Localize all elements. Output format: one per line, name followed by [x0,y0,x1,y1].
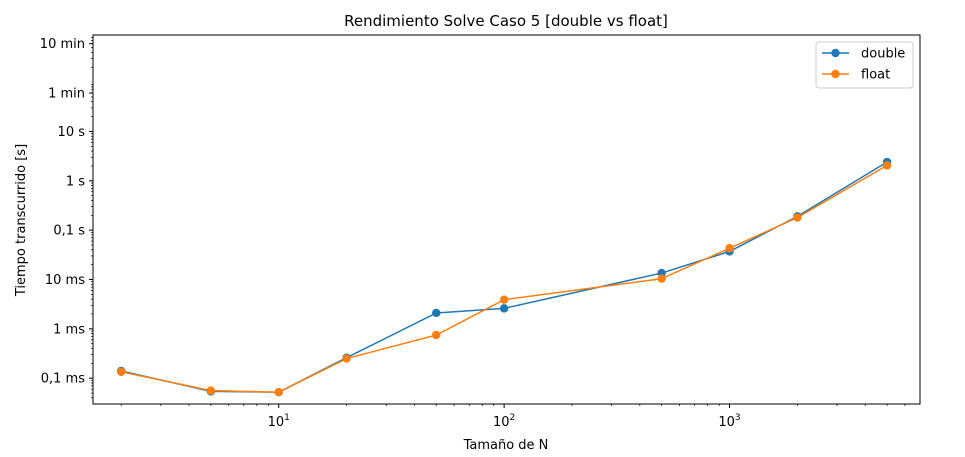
y-tick-label: 0,1 s [53,224,85,239]
legend-marker-float [831,69,840,79]
y-tick-label: 10 ms [45,273,85,288]
series-layer [116,157,892,397]
legend-marker-double [831,48,840,58]
x-axis-label: Tamaño de N [463,438,549,453]
legend-label-double: double [861,47,905,62]
plot-frame [92,34,921,405]
data-point-float [882,161,892,170]
legend: double float [815,41,914,89]
y-tick-label: 0,1 ms [41,372,85,387]
series-line-float [121,164,888,393]
data-point-float [342,354,351,363]
legend-label-float: float [861,68,890,83]
data-point-float [725,244,734,253]
data-point-float [116,367,126,376]
y-tick-label: 10 s [58,125,86,140]
x-tick-label: 101 [268,413,290,430]
data-point-float [432,330,441,340]
y-tick-label: 1 s [66,174,85,189]
data-point-float [499,295,509,304]
data-point-double [432,308,441,318]
x-tick-label: 102 [493,413,515,430]
data-point-float [206,386,216,395]
data-point-double [499,304,509,313]
y-tick-label: 1 ms [53,322,85,337]
x-tick-label: 103 [718,413,740,430]
x-axis: 101 102 103 [120,404,906,430]
y-tick-label: 1 min [48,87,85,102]
data-point-float [793,213,802,222]
y-axis: 0,1 ms 1 ms 10 ms 0,1 s 1 s 10 s 1 min 10 min [40,37,93,399]
data-point-float [274,388,283,397]
chart-title: Rendimiento Solve Caso 5 [double vs floa… [344,12,668,30]
series-line-double [120,161,888,393]
data-point-float [657,274,666,283]
y-axis-label: Tiempo transcurrido [s] [14,144,29,297]
y-tick-label: 10 min [40,37,85,52]
